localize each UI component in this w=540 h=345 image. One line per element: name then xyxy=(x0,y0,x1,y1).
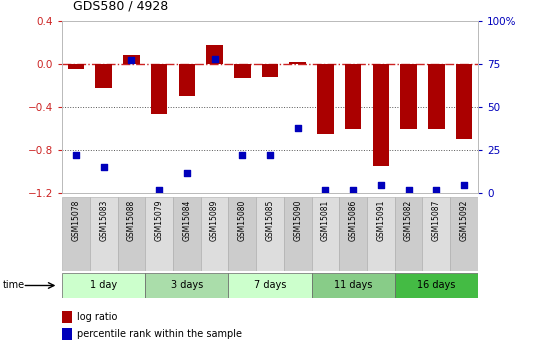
Bar xyxy=(422,197,450,271)
Bar xyxy=(284,197,312,271)
Bar xyxy=(317,64,334,134)
Text: GSM15083: GSM15083 xyxy=(99,200,108,241)
Text: GSM15090: GSM15090 xyxy=(293,200,302,241)
Text: GSM15081: GSM15081 xyxy=(321,200,330,241)
Text: GSM15079: GSM15079 xyxy=(154,200,164,241)
Bar xyxy=(228,197,256,271)
Text: GSM15091: GSM15091 xyxy=(376,200,386,241)
Text: GDS580 / 4928: GDS580 / 4928 xyxy=(73,0,168,12)
Bar xyxy=(206,46,223,64)
Bar xyxy=(62,197,90,271)
Point xyxy=(266,152,274,158)
Text: 1 day: 1 day xyxy=(90,280,117,290)
Bar xyxy=(395,197,422,271)
Bar xyxy=(456,64,472,139)
Text: GSM15084: GSM15084 xyxy=(183,200,191,241)
Text: 7 days: 7 days xyxy=(254,280,286,290)
Bar xyxy=(256,197,284,271)
Bar xyxy=(68,64,84,69)
Bar xyxy=(179,64,195,96)
Bar xyxy=(62,310,72,323)
Bar xyxy=(428,64,444,129)
Point xyxy=(432,187,441,193)
Text: GSM15080: GSM15080 xyxy=(238,200,247,241)
Point xyxy=(460,182,468,187)
Text: log ratio: log ratio xyxy=(77,312,117,322)
Text: percentile rank within the sample: percentile rank within the sample xyxy=(77,329,242,339)
Point xyxy=(376,182,385,187)
Text: 16 days: 16 days xyxy=(417,280,456,290)
Bar xyxy=(145,273,228,298)
Bar xyxy=(234,64,251,78)
Bar xyxy=(262,64,278,77)
Point xyxy=(321,187,330,193)
Point xyxy=(210,56,219,61)
Text: 3 days: 3 days xyxy=(171,280,203,290)
Point xyxy=(155,187,164,193)
Text: GSM15089: GSM15089 xyxy=(210,200,219,241)
Text: GSM15092: GSM15092 xyxy=(460,200,469,241)
Bar xyxy=(367,197,395,271)
Bar xyxy=(345,64,361,129)
Bar xyxy=(145,197,173,271)
Bar xyxy=(395,273,478,298)
Bar xyxy=(201,197,228,271)
Point xyxy=(404,187,413,193)
Bar xyxy=(400,64,417,129)
Point xyxy=(183,170,191,175)
Bar xyxy=(450,197,478,271)
Text: 11 days: 11 days xyxy=(334,280,373,290)
Bar xyxy=(373,64,389,166)
Bar xyxy=(339,197,367,271)
Point xyxy=(99,165,108,170)
Text: GSM15086: GSM15086 xyxy=(349,200,357,241)
Bar xyxy=(151,64,167,115)
Point xyxy=(349,187,357,193)
Bar xyxy=(90,197,118,271)
Text: GSM15078: GSM15078 xyxy=(71,200,80,241)
Point xyxy=(293,125,302,130)
Text: GSM15082: GSM15082 xyxy=(404,200,413,241)
Bar xyxy=(118,197,145,271)
Bar xyxy=(62,273,145,298)
Text: GSM15088: GSM15088 xyxy=(127,200,136,241)
Bar xyxy=(62,328,72,340)
Bar xyxy=(289,62,306,64)
Bar xyxy=(312,197,339,271)
Point xyxy=(127,58,136,63)
Bar xyxy=(228,273,312,298)
Point xyxy=(72,152,80,158)
Bar xyxy=(173,197,201,271)
Point xyxy=(238,152,247,158)
Text: time: time xyxy=(3,280,25,290)
Text: GSM15087: GSM15087 xyxy=(432,200,441,241)
Bar xyxy=(96,64,112,88)
Text: GSM15085: GSM15085 xyxy=(266,200,274,241)
Bar xyxy=(123,55,140,64)
Bar xyxy=(312,273,395,298)
